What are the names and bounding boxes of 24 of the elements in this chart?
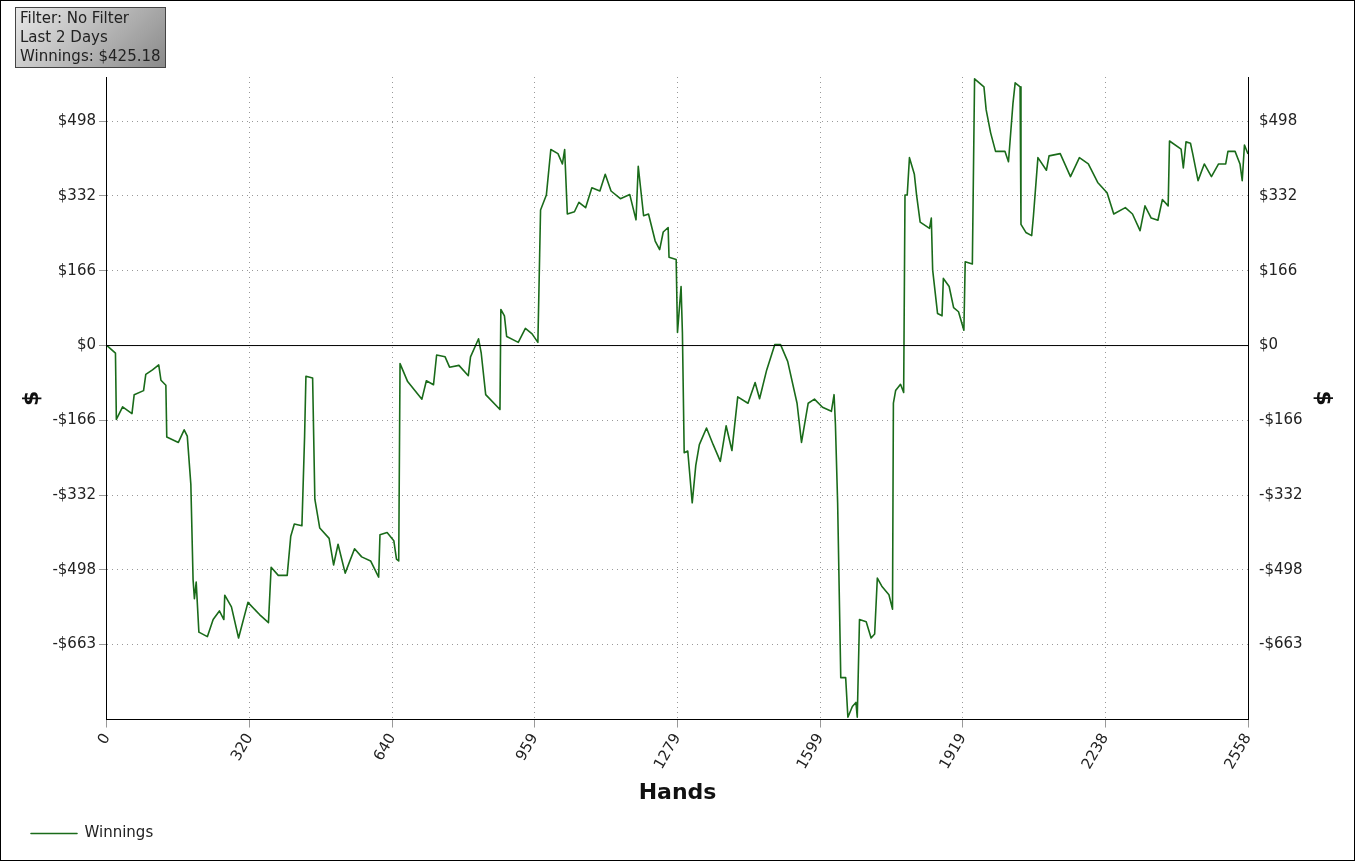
x-axis-title: Hands — [638, 778, 717, 804]
y2-tick-label: $332 — [1259, 185, 1298, 204]
y-tick-label: -$663 — [52, 634, 96, 653]
y-tick-label: -$166 — [52, 410, 96, 429]
y-tick-label: $498 — [57, 111, 96, 130]
y2-tick-label: $166 — [1259, 260, 1298, 279]
y2-tick-label: $498 — [1259, 111, 1298, 130]
y2-axis-title: $ — [1312, 390, 1338, 406]
y2-tick-label: -$498 — [1259, 559, 1303, 578]
text: Filter: No Filter — [20, 9, 131, 28]
y-tick-label: $166 — [57, 260, 96, 279]
x-tick-label: 0 — [93, 729, 114, 748]
y-axis-title: $ — [17, 390, 43, 406]
text: Winnings: $425.18 — [20, 47, 161, 66]
y-tick-label: -$498 — [52, 559, 96, 578]
y-tick-label: $332 — [57, 185, 96, 204]
text: Last 2 Days — [20, 28, 109, 47]
y2-tick-label: $0 — [1259, 335, 1279, 354]
y-tick-label: -$332 — [52, 485, 96, 504]
y2-tick-label: -$166 — [1259, 410, 1303, 429]
y2-tick-label: -$663 — [1259, 634, 1303, 653]
y-tick-label: $0 — [76, 335, 96, 354]
y2-tick-label: -$332 — [1259, 485, 1303, 504]
legend-label: Winnings — [84, 823, 154, 842]
